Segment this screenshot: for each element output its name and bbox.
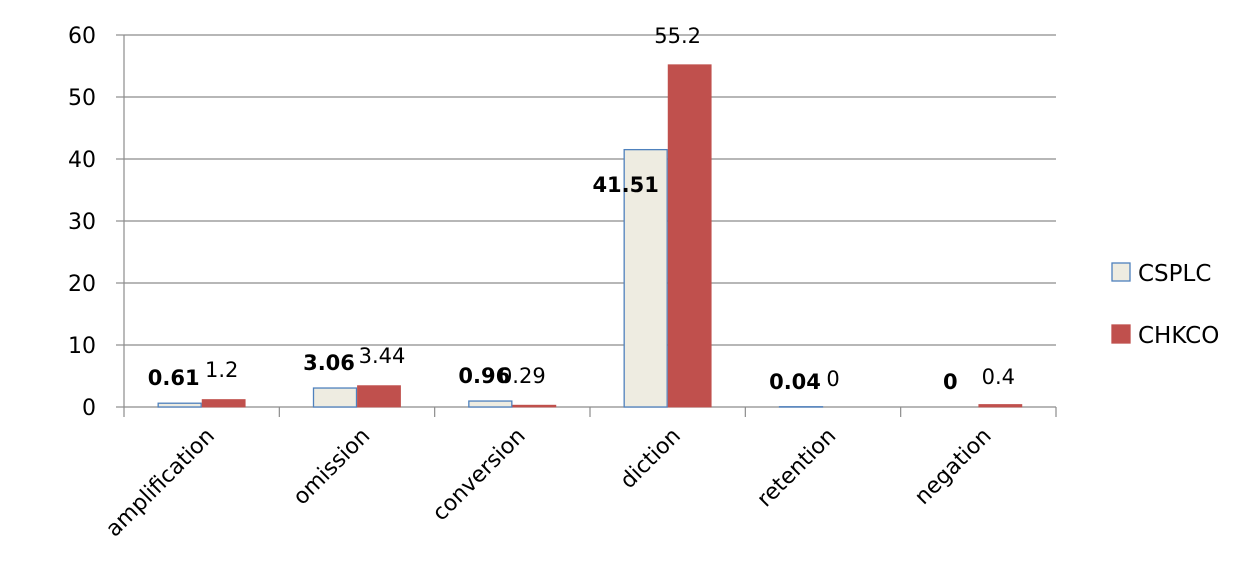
bar-csplc-omission [314, 388, 357, 407]
y-tick-label: 40 [68, 148, 96, 173]
y-tick-label: 10 [68, 334, 96, 359]
gridlines [124, 35, 1056, 345]
bar-csplc-amplification [158, 403, 201, 407]
y-tick-label: 60 [68, 24, 96, 49]
x-category-label: conversion [428, 424, 531, 527]
bar-chkco-amplification [202, 400, 245, 407]
x-category-label: amplification [101, 424, 220, 543]
data-label-chkco: 0.29 [499, 364, 546, 388]
legend-label-csplc: CSPLC [1138, 261, 1211, 287]
data-label-csplc: 0 [943, 370, 958, 394]
data-label-csplc: 3.06 [303, 351, 355, 375]
data-label-csplc: 0.61 [148, 366, 200, 390]
data-label-csplc: 41.51 [592, 173, 658, 197]
x-category-label: diction [616, 424, 686, 494]
data-label-chkco: 0 [826, 367, 839, 391]
x-category-label: negation [910, 424, 996, 510]
data-label-csplc: 0.04 [769, 370, 821, 394]
x-category-label: omission [289, 424, 376, 511]
data-label-chkco: 55.2 [654, 24, 701, 48]
legend-swatch-csplc [1112, 263, 1130, 281]
data-label-chkco: 3.44 [359, 344, 406, 368]
bar-chkco-negation [979, 405, 1022, 407]
bar-csplc-conversion [469, 401, 512, 407]
data-label-chkco: 1.2 [205, 358, 238, 382]
bar-chkco-omission [358, 386, 401, 407]
legend-swatch-chkco [1112, 325, 1130, 343]
y-tick-label: 50 [68, 86, 96, 111]
x-category-label: retention [753, 424, 842, 513]
y-tick-label: 0 [82, 396, 96, 421]
y-tick-label: 20 [68, 272, 96, 297]
legend-label-chkco: CHKCO [1138, 323, 1219, 349]
legend: CSPLC CHKCO [1112, 261, 1219, 349]
bar-chkco-conversion [513, 405, 556, 407]
bars [158, 65, 1022, 407]
y-tick-label: 30 [68, 210, 96, 235]
data-label-chkco: 0.4 [982, 365, 1015, 389]
bar-chkco-diction [668, 65, 711, 407]
